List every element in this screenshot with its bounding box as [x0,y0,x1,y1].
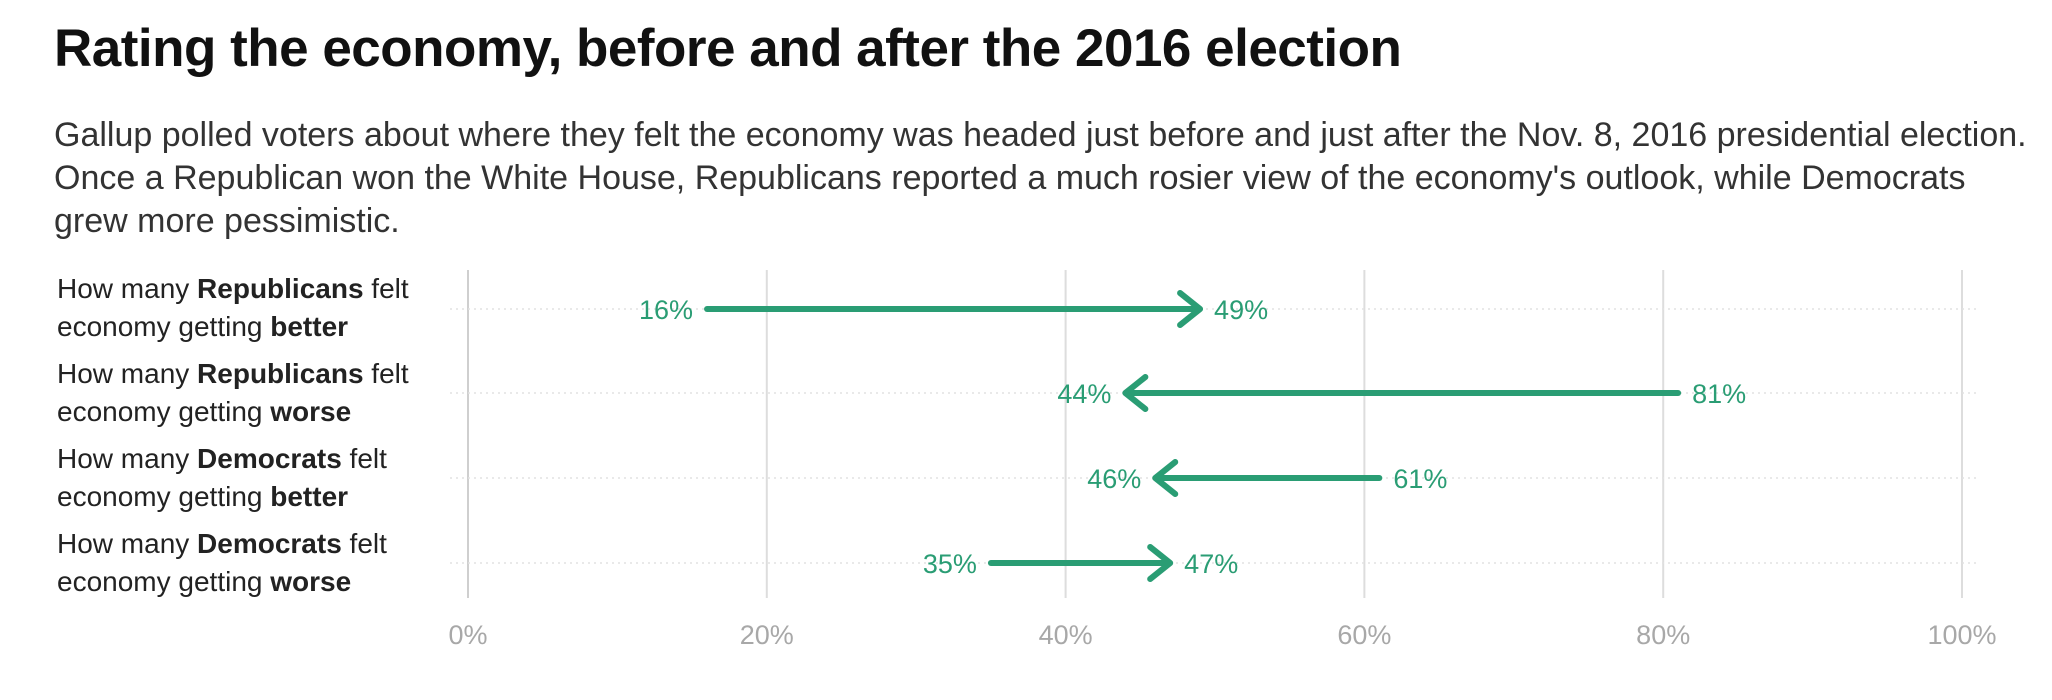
row-label-bold-text: Democrats [197,443,342,474]
x-tick-label: 40% [1039,620,1093,650]
arrow-row-4: 35% 47% [923,544,1238,582]
row-label-text: felt economy getting [57,443,387,512]
before-value-label: 61% [1393,464,1447,494]
x-tick-label: 100% [1927,620,1996,650]
after-value-label: 46% [1087,464,1141,494]
arrow-row-3: 61% 46% [1087,459,1447,497]
row-label-bold-text: Republicans [197,358,364,389]
row-label-3: How many Democrats felt economy getting … [57,440,457,516]
row-label-text: felt economy getting [57,528,387,597]
arrow-row-1: 16% 49% [639,290,1268,328]
row-label-1: How many Republicans felt economy gettin… [57,270,457,346]
row-label-bold-text: worse [270,396,352,427]
after-value-label: 47% [1184,549,1238,579]
chart-subtitle: Gallup polled voters about where they fe… [54,116,2027,240]
x-tick-label: 20% [740,620,794,650]
arrow-head [1122,374,1149,412]
arrow-head [1147,544,1174,582]
row-label-text: How many [57,528,198,559]
before-value-label: 16% [639,295,693,325]
chart-title: Rating the economy, before and after the… [54,19,1402,78]
arrow-row-2: 81% 44% [1057,374,1746,412]
row-label-bold-text: better [270,311,349,342]
x-tick-label: 0% [448,620,487,650]
row-label-text: felt economy getting [57,358,409,427]
row-label-bold-text: better [270,481,349,512]
arrow-head [1177,290,1204,328]
row-label-bold-text: worse [270,566,352,597]
row-label-text: felt economy getting [57,273,409,342]
after-value-label: 49% [1214,295,1268,325]
row-label-bold-text: Republicans [197,273,364,304]
row-label-2: How many Republicans felt economy gettin… [57,355,457,431]
row-label-4: How many Democrats felt economy getting … [57,525,457,601]
x-tick-label: 60% [1337,620,1391,650]
row-label-text: How many [57,358,198,389]
row-label-text: How many [57,443,198,474]
before-value-label: 35% [923,549,977,579]
row-label-text: How many [57,273,198,304]
row-label-bold-text: Democrats [197,528,342,559]
before-value-label: 81% [1692,379,1746,409]
arrow-head [1152,459,1179,497]
x-tick-label: 80% [1636,620,1690,650]
after-value-label: 44% [1057,379,1111,409]
